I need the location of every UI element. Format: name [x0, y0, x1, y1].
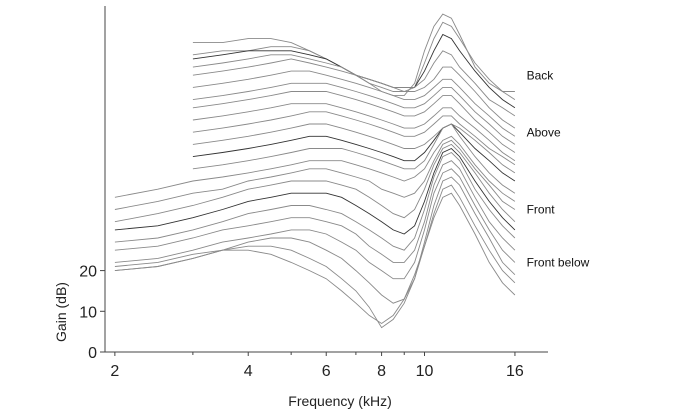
series-line-5: [192, 58, 516, 129]
series-line-11: [192, 123, 516, 174]
series-line-16: [114, 143, 516, 223]
series-line-7: [192, 82, 516, 145]
series-line-9: [192, 103, 516, 162]
series-line-19: [114, 160, 516, 263]
x-tick-label: 6: [322, 363, 331, 380]
x-tick-label: 4: [244, 363, 253, 380]
x-tick-label: 16: [506, 363, 524, 380]
y-ticks-group: 0 10 20: [79, 264, 105, 362]
y-tick-label: 20: [79, 264, 97, 281]
series-line-17: [114, 147, 516, 235]
x-ticks-group: 2 4 6 8 10 16: [110, 352, 524, 380]
x-axis-label: Frequency (kHz): [288, 393, 391, 409]
curves-group: [114, 13, 516, 329]
series-line-20: [114, 168, 516, 280]
annotation-label: Above: [527, 125, 561, 139]
annotation-label: Front below: [527, 256, 590, 270]
series-line-8: [192, 91, 516, 153]
series-line-22: [114, 184, 516, 329]
series-line-3: [192, 33, 516, 109]
annotations-group: Back Above Front Front below: [527, 68, 590, 269]
series-line-2: [192, 21, 516, 100]
series-line-15: [114, 139, 516, 210]
series-line-10: [192, 111, 516, 166]
x-tick-label: 10: [416, 363, 434, 380]
series-line-18: [114, 151, 516, 251]
annotation-label: Front: [527, 203, 556, 217]
annotation-label: Back: [527, 68, 555, 82]
y-tick-label: 0: [88, 345, 97, 362]
y-axis-label: Gain (dB): [53, 282, 69, 342]
series-line-14: [114, 135, 516, 202]
series-line-1: [192, 13, 515, 97]
series-line-21: [114, 176, 516, 304]
series-line-13: [192, 123, 516, 194]
series-line-23: [114, 192, 516, 325]
x-tick-label: 2: [110, 363, 119, 380]
series-line-12: [192, 123, 516, 182]
x-tick-label: 8: [377, 363, 386, 380]
y-tick-label: 10: [79, 304, 97, 321]
series-line-6: [192, 70, 516, 137]
